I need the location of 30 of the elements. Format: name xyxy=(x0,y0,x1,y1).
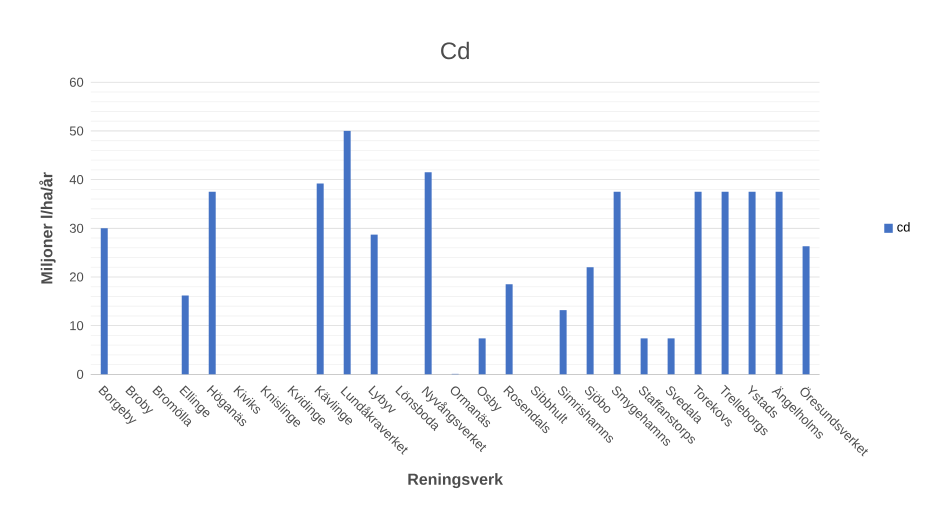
x-axis-title: Reningsverk xyxy=(408,473,504,488)
bar xyxy=(560,310,567,374)
bar xyxy=(722,192,729,374)
y-axis-title: Miljoner l/ha/år xyxy=(39,172,56,284)
bar xyxy=(370,234,378,374)
bar xyxy=(344,130,351,374)
bar xyxy=(506,284,513,374)
bar xyxy=(424,172,432,374)
bar xyxy=(316,183,324,374)
chart-title: Cd xyxy=(441,42,469,60)
y-tick-label: 20 xyxy=(70,272,84,282)
bar xyxy=(776,192,783,374)
bar xyxy=(100,228,108,374)
bar xyxy=(586,267,594,374)
bar xyxy=(668,338,675,374)
bar xyxy=(614,192,621,374)
y-tick-label: 10 xyxy=(70,320,84,330)
bar xyxy=(478,338,486,374)
bar xyxy=(694,192,702,374)
y-tick-label: 40 xyxy=(70,174,84,184)
y-tick-label: 0 xyxy=(77,370,84,379)
bar xyxy=(208,192,216,374)
bar xyxy=(802,246,810,374)
y-tick-label: 50 xyxy=(70,126,84,136)
y-tick-label: 30 xyxy=(70,224,84,233)
y-tick-label: 60 xyxy=(70,78,84,87)
bar xyxy=(640,338,648,374)
bar xyxy=(182,295,189,374)
bar xyxy=(748,192,756,374)
legend-label: cd xyxy=(897,222,910,232)
